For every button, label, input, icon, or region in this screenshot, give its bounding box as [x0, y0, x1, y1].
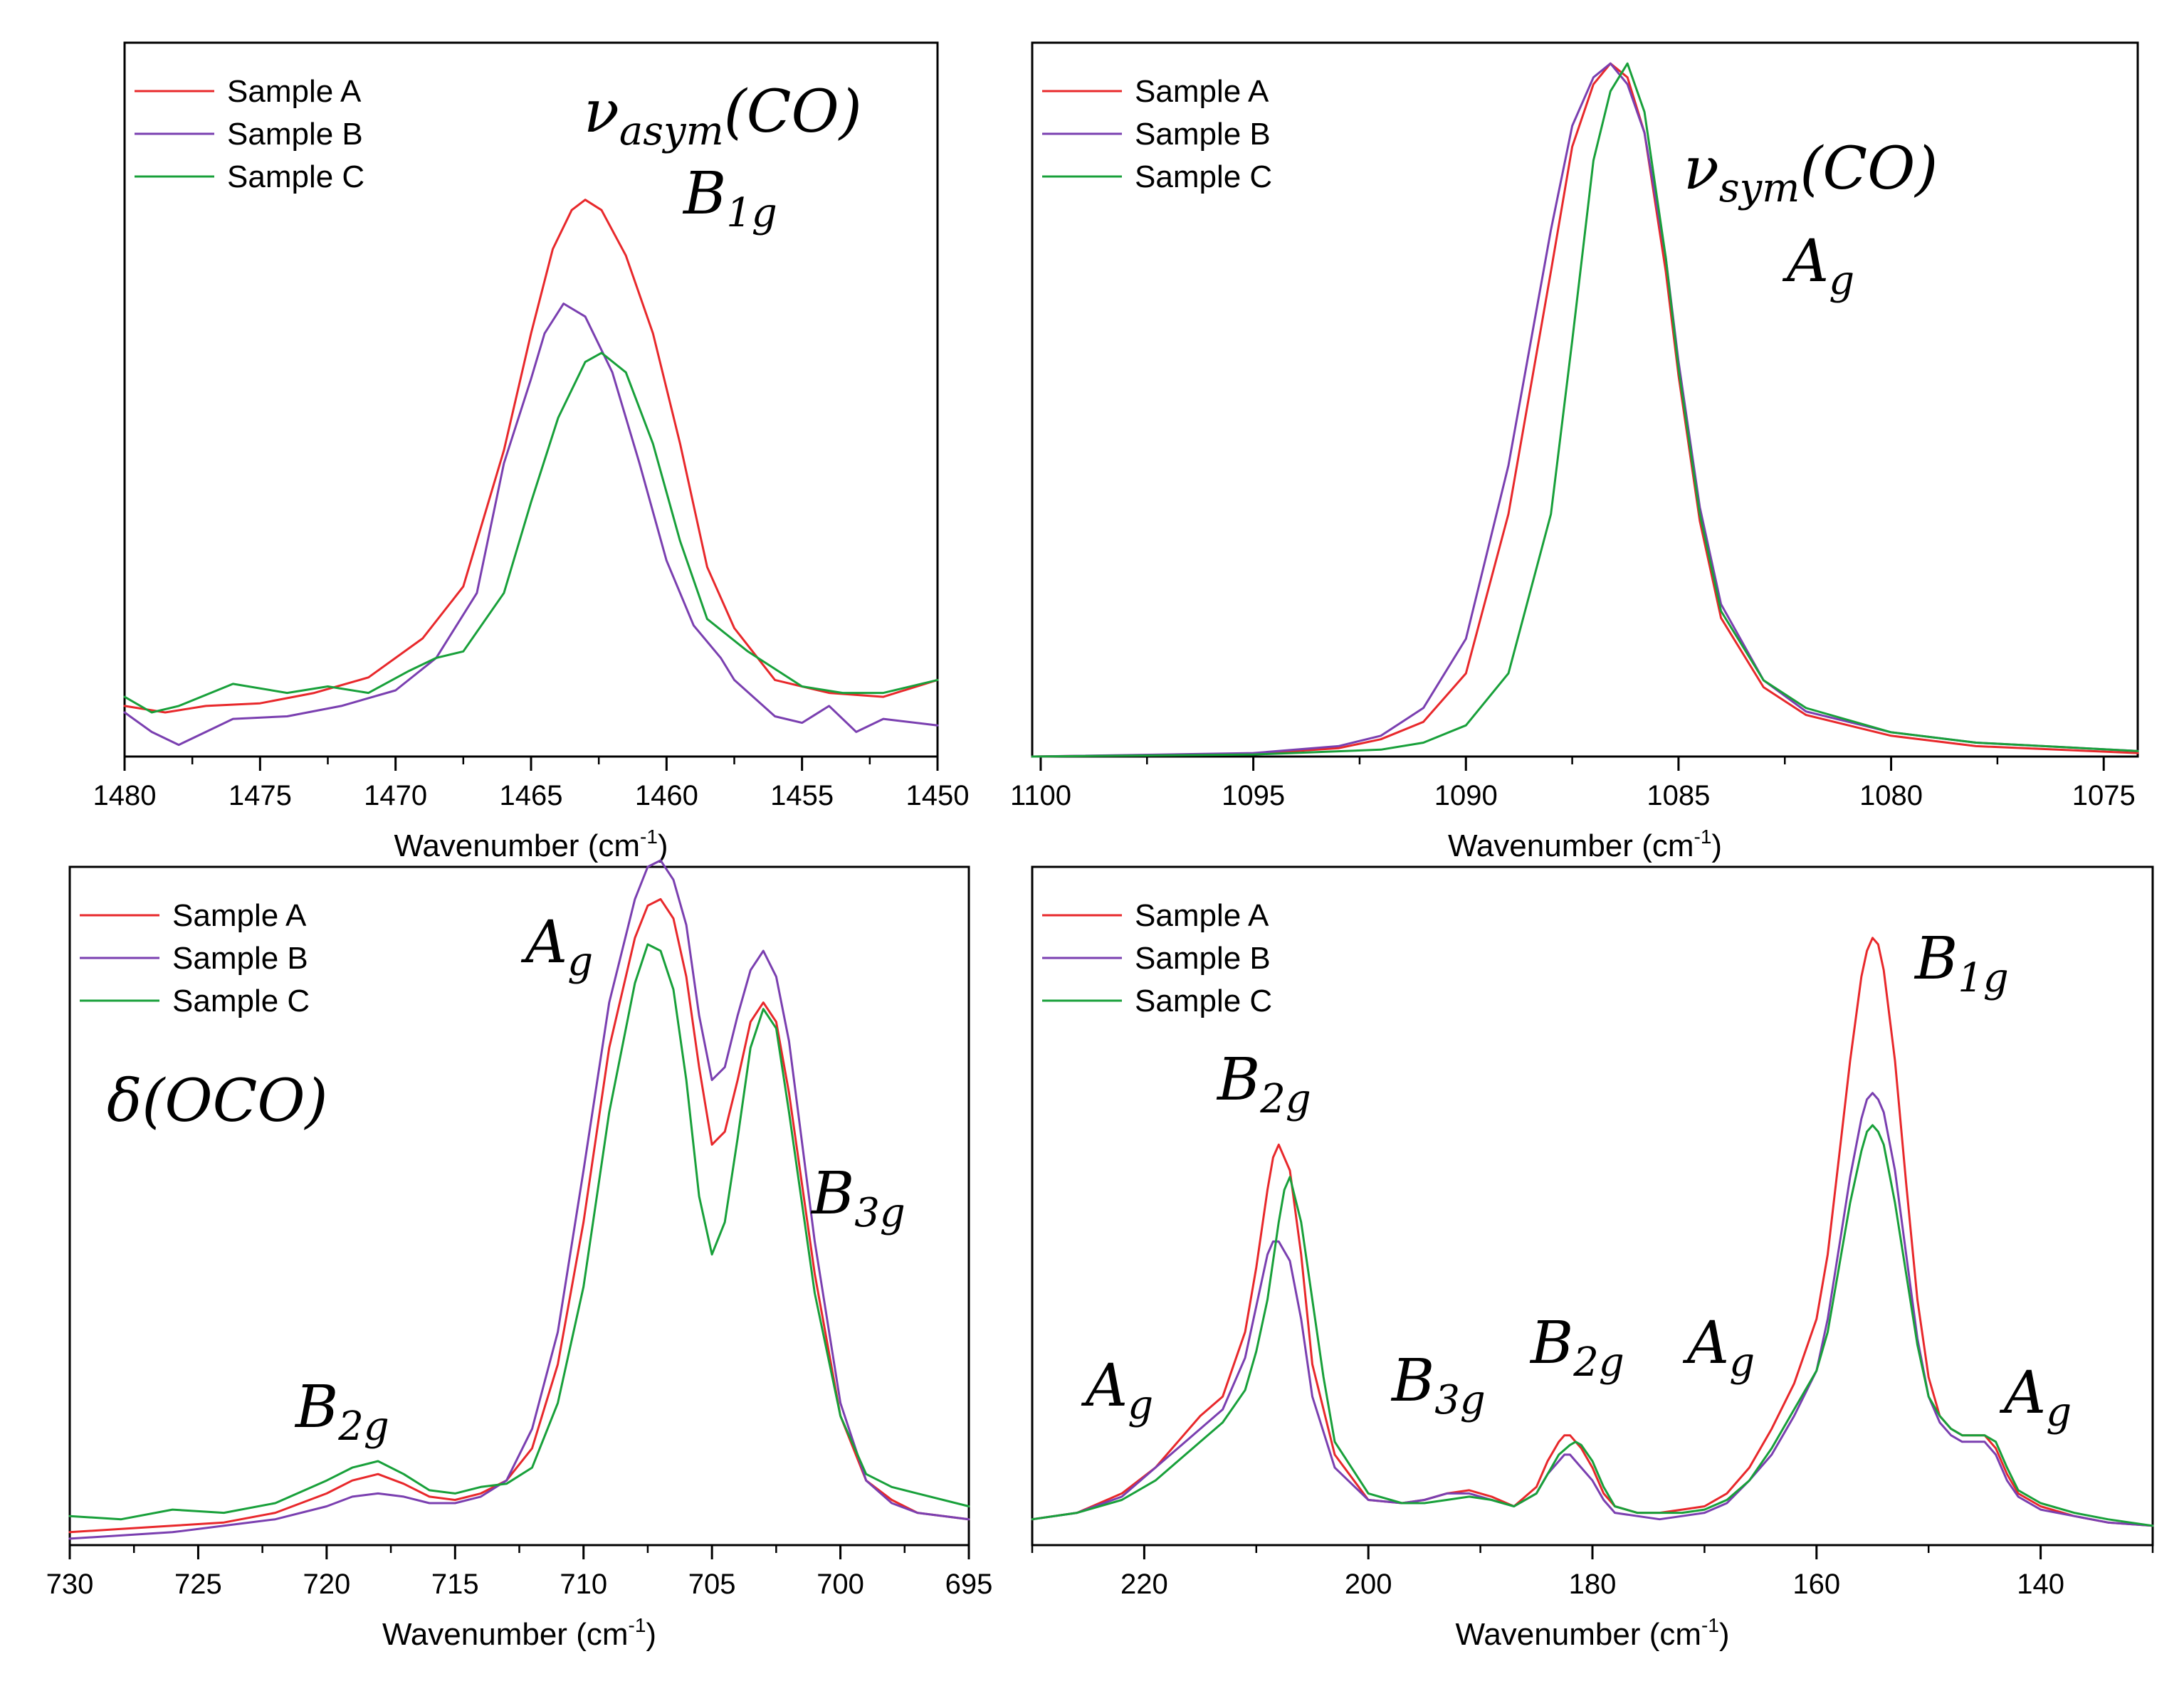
- x-tick-label: 160: [1792, 1569, 1840, 1600]
- mode-label: B2g: [294, 1374, 389, 1450]
- legend-label: Sample C: [227, 159, 364, 194]
- legend-label: Sample B: [172, 941, 308, 976]
- x-tick-label: 1480: [93, 780, 157, 811]
- x-tick-label: 1075: [2072, 780, 2136, 811]
- legend-label: Sample A: [1135, 74, 1269, 109]
- mode-label: B1g: [1913, 925, 2009, 1001]
- series-sample-b: [123, 302, 939, 747]
- x-tick-label: 730: [46, 1569, 94, 1600]
- legend-label: Sample B: [1135, 117, 1271, 152]
- x-tick-label: 1095: [1222, 780, 1285, 811]
- x-tick-label: 220: [1120, 1569, 1168, 1600]
- x-tick-label: 715: [431, 1569, 479, 1600]
- x-tick-label: 1080: [1859, 780, 1923, 811]
- x-tick-label: 1460: [635, 780, 698, 811]
- x-tick-label: 180: [1569, 1569, 1617, 1600]
- mode-label: νasym(CO): [584, 78, 862, 154]
- series-sample-b: [68, 859, 970, 1540]
- mode-label: B2g: [1529, 1310, 1624, 1386]
- series-sample-a: [123, 199, 939, 714]
- x-tick-label: 140: [2017, 1569, 2064, 1600]
- mode-label: B1g: [682, 160, 777, 236]
- legend-label: Sample A: [227, 74, 362, 109]
- mode-label: Ag: [1682, 1310, 1755, 1386]
- panel-doco: 730 725 720 715 710 705 700 695 Wavenumber (cm-1…: [46, 859, 993, 1652]
- legend-label: Sample C: [1135, 984, 1272, 1018]
- x-tick-label: 700: [817, 1569, 864, 1600]
- mode-label: B3g: [1390, 1347, 1486, 1423]
- legend-label: Sample B: [1135, 941, 1271, 976]
- mode-label: Ag: [1081, 1352, 1153, 1428]
- legend-label: Sample C: [1135, 159, 1272, 194]
- legend-label: Sample A: [1135, 898, 1269, 933]
- x-axis-label: Wavenumber (cm-1): [394, 826, 668, 863]
- x-tick-label: 695: [945, 1569, 993, 1600]
- series-sample-a: [68, 897, 970, 1534]
- x-axis-label: Wavenumber (cm-1): [1448, 826, 1722, 863]
- series-sample-c: [123, 352, 939, 714]
- panel-vsym: 1100 1095 1090 1085 1080 1075 Wavenumber (cm-1…: [1010, 41, 2139, 863]
- x-tick-label: 1470: [364, 780, 427, 811]
- series-sample-a: [1031, 937, 2154, 1527]
- x-tick-label: 720: [303, 1569, 350, 1600]
- x-tick-label: 1455: [770, 780, 834, 811]
- mode-label: Ag: [1782, 228, 1854, 304]
- x-tick-label: 1090: [1434, 780, 1498, 811]
- mode-label: B2g: [1216, 1046, 1311, 1122]
- series-sample-c: [1031, 1124, 2154, 1527]
- x-tick-label: 1450: [906, 780, 970, 811]
- legend-label: Sample C: [172, 984, 310, 1018]
- series-sample-b: [1031, 62, 2139, 758]
- panel-vasym: 1480 1475 1470 1465 1460 1455 1450 Wavenumber (…: [93, 41, 970, 863]
- x-tick-label: 1475: [229, 780, 292, 811]
- x-tick-label: 710: [560, 1569, 607, 1600]
- plot-frame: [1031, 41, 2139, 758]
- series-sample-c: [68, 943, 970, 1521]
- x-tick-label: 1465: [500, 780, 563, 811]
- x-tick-label: 1085: [1647, 780, 1710, 811]
- x-axis-label: Wavenumber (cm-1): [1455, 1614, 1729, 1652]
- mode-label: δ(OCO): [107, 1068, 328, 1135]
- mode-label: B3g: [810, 1160, 905, 1236]
- legend-label: Sample B: [227, 117, 363, 152]
- mode-label: νsym(CO): [1684, 135, 1938, 211]
- x-axis-label: Wavenumber (cm-1): [382, 1614, 656, 1652]
- x-tick-label: 1100: [1010, 780, 1071, 811]
- mode-label: Ag: [520, 909, 593, 985]
- x-tick-label: 725: [174, 1569, 222, 1600]
- legend-label: Sample A: [172, 898, 307, 933]
- series-sample-a: [1031, 62, 2139, 758]
- panel-lowfreq: 220 200 180 160 140 Wavenumber (cm-1) Sample A…: [1031, 865, 2154, 1652]
- series-sample-c: [1031, 62, 2139, 758]
- x-tick-label: 705: [688, 1569, 736, 1600]
- x-tick-label: 200: [1345, 1569, 1392, 1600]
- mode-label: Ag: [1999, 1359, 2072, 1436]
